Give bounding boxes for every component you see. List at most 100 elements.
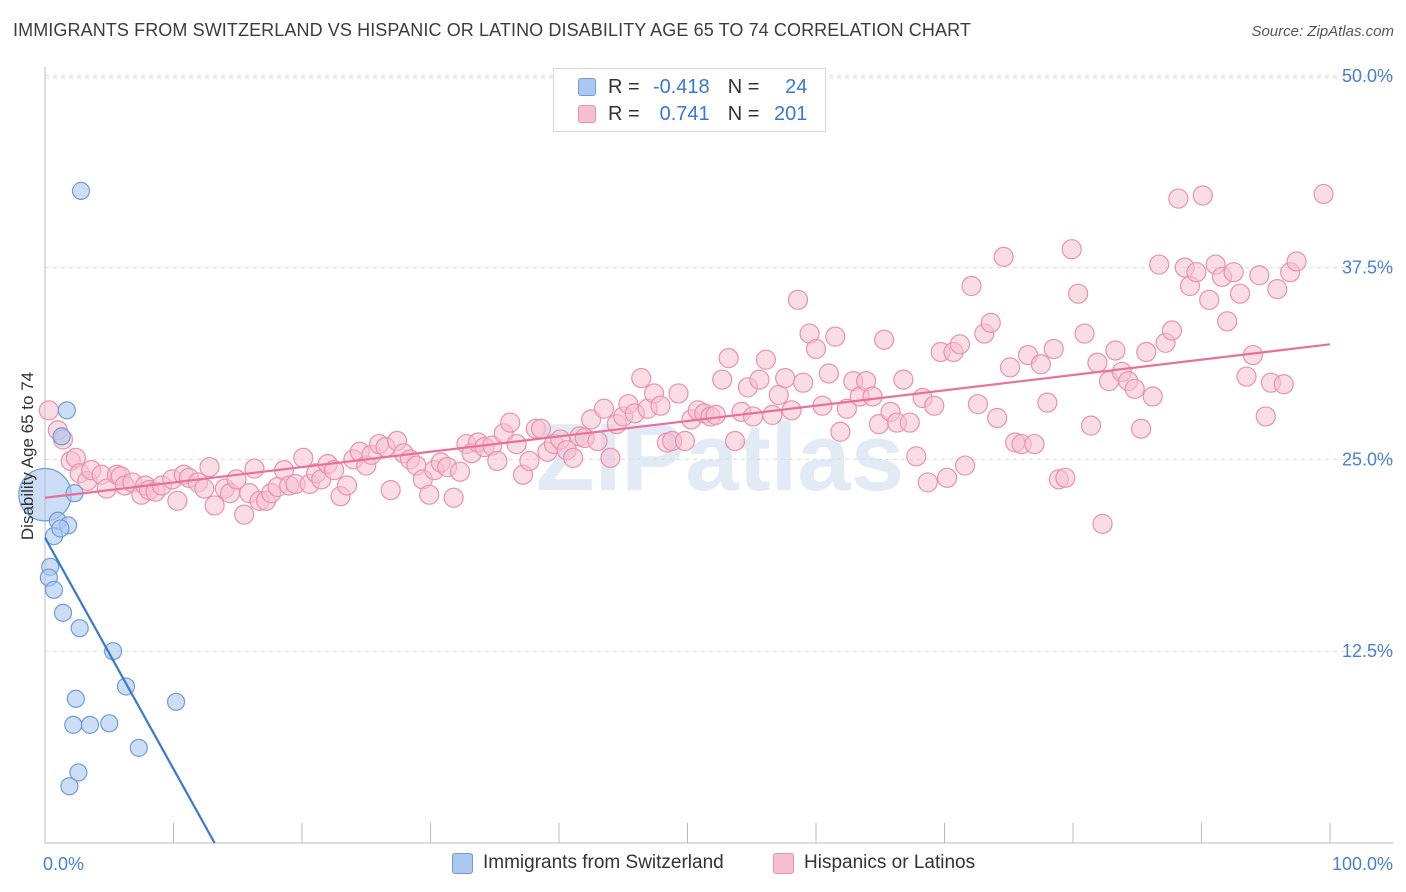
data-point xyxy=(336,475,358,496)
trend-line-switzerland xyxy=(44,537,216,844)
data-point xyxy=(563,447,584,468)
data-point xyxy=(712,369,733,390)
data-point xyxy=(830,421,851,442)
data-point xyxy=(836,398,857,419)
data-point xyxy=(1087,352,1108,373)
data-point xyxy=(999,357,1021,378)
data-point xyxy=(1055,467,1076,488)
data-point xyxy=(1223,262,1244,283)
data-point xyxy=(51,519,70,538)
data-point xyxy=(893,369,914,390)
correlation-legend: R = -0.418 N = 24 R = 0.741 N = 201 xyxy=(553,68,826,132)
data-point xyxy=(1124,378,1145,399)
legend-row-switzerland: R = -0.418 N = 24 xyxy=(554,74,807,100)
data-point xyxy=(53,603,73,622)
data-point xyxy=(742,406,764,427)
data-point xyxy=(1043,338,1064,360)
data-point xyxy=(1255,406,1276,427)
data-point xyxy=(60,777,79,796)
legend-r-label: R = xyxy=(608,102,640,125)
data-point xyxy=(1061,239,1082,260)
data-point xyxy=(69,763,88,782)
legend-swatch-blue xyxy=(452,852,473,874)
data-point xyxy=(755,349,776,370)
data-point xyxy=(1249,265,1270,286)
data-point xyxy=(705,404,726,426)
grid-lines xyxy=(45,75,1393,652)
chart-title: IMMIGRANTS FROM SWITZERLAND VS HISPANIC … xyxy=(13,20,971,40)
data-point xyxy=(1080,415,1102,436)
legend-r-value: 0.741 xyxy=(659,102,710,125)
tick-labels: 12.5% 25.0% 37.5% 50.0% 0.0% 100.0% Disability… xyxy=(18,66,1393,874)
legend-item-switzerland: Immigrants from Switzerland xyxy=(452,852,724,874)
data-point xyxy=(1074,323,1095,344)
data-point xyxy=(793,372,814,393)
data-point xyxy=(818,363,839,384)
data-point xyxy=(57,401,76,420)
legend-row-hispanics: R = 0.741 N = 201 xyxy=(554,101,807,127)
data-point xyxy=(724,430,746,452)
data-point xyxy=(987,407,1008,429)
data-point xyxy=(380,479,401,501)
data-point xyxy=(768,384,789,406)
x-tick-label: 100.0% xyxy=(1332,854,1393,874)
data-point xyxy=(1068,283,1089,304)
data-point xyxy=(593,398,615,419)
data-point xyxy=(967,394,989,415)
data-point xyxy=(1273,374,1294,395)
data-point xyxy=(631,367,652,389)
data-point xyxy=(500,412,521,433)
data-point xyxy=(38,400,59,421)
legend-n-value: 201 xyxy=(774,102,808,125)
legend-swatch-pink xyxy=(773,852,794,874)
data-point xyxy=(1186,262,1207,283)
data-point xyxy=(600,447,621,468)
data-point xyxy=(80,715,100,734)
x-tick-label: 0.0% xyxy=(43,854,84,874)
y-tick-label: 50.0% xyxy=(1342,66,1393,86)
data-point xyxy=(167,490,188,511)
data-point xyxy=(199,456,220,478)
data-point xyxy=(787,289,809,310)
data-point xyxy=(1105,340,1126,361)
data-point xyxy=(487,450,508,472)
data-point xyxy=(530,418,552,439)
data-point xyxy=(1229,283,1251,304)
data-point xyxy=(1217,311,1238,332)
data-point xyxy=(66,689,85,708)
data-point xyxy=(1168,188,1189,209)
data-point xyxy=(71,181,91,200)
data-point xyxy=(899,412,920,433)
data-point xyxy=(293,447,314,468)
data-point xyxy=(1267,278,1288,300)
legend-label: Immigrants from Switzerland xyxy=(483,852,724,873)
data-point xyxy=(924,395,945,416)
data-point xyxy=(44,580,64,599)
data-point xyxy=(506,433,527,455)
data-point xyxy=(1037,392,1058,413)
legend-r-value: -0.418 xyxy=(652,75,710,98)
data-point xyxy=(650,395,671,416)
y-tick-label: 25.0% xyxy=(1342,449,1393,469)
data-point xyxy=(980,312,1001,333)
data-point xyxy=(1030,354,1051,375)
legend-n-value: 24 xyxy=(785,75,808,98)
data-point xyxy=(949,334,971,355)
legend-swatch-blue xyxy=(578,78,596,96)
data-point xyxy=(961,275,982,297)
data-point xyxy=(443,487,464,508)
y-axis-title: Disability Age 65 to 74 xyxy=(18,372,37,540)
data-point xyxy=(936,467,958,488)
data-point xyxy=(1161,320,1183,341)
data-point xyxy=(324,460,345,481)
data-point xyxy=(1148,254,1170,275)
trend-line-hispanics xyxy=(44,343,1331,499)
data-point xyxy=(64,715,83,734)
data-point xyxy=(775,367,796,389)
data-point xyxy=(1142,386,1163,407)
data-point xyxy=(166,692,186,711)
legend-item-hispanics: Hispanics or Latinos xyxy=(773,852,975,874)
data-point xyxy=(234,504,255,525)
legend-label: Hispanics or Latinos xyxy=(804,852,976,873)
